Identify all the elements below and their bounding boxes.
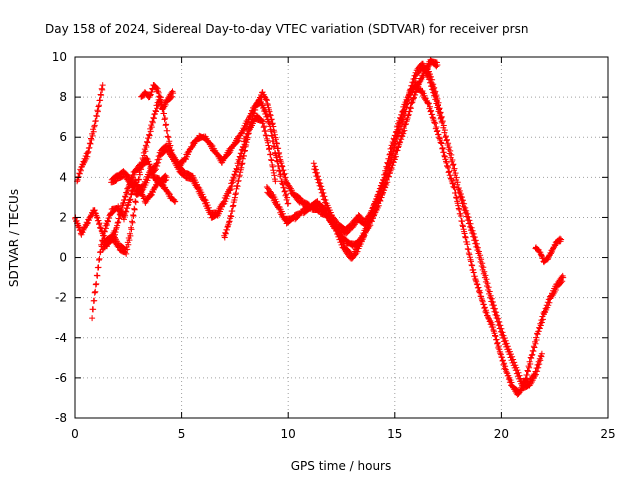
series-markers [99, 94, 292, 257]
series-track-1 [74, 82, 106, 185]
series-markers [423, 63, 545, 392]
y-tick-label: 8 [59, 90, 67, 104]
series-markers [74, 82, 106, 185]
y-tick-label: 10 [52, 50, 67, 64]
series-markers [310, 79, 567, 398]
series-markers [108, 112, 279, 221]
x-tick-label: 5 [178, 427, 186, 441]
series-track-9 [310, 79, 567, 398]
y-axis-label: SDTVAR / TECUs [7, 189, 21, 287]
series-track-10 [423, 63, 545, 392]
plot-frame [74, 56, 609, 419]
y-tick-label: 4 [59, 170, 67, 184]
x-tick-label: 0 [71, 427, 79, 441]
y-tick-label: -8 [55, 411, 67, 425]
series-track-11 [532, 235, 565, 266]
x-tick-label: 25 [600, 427, 615, 441]
series-track-6 [138, 82, 177, 113]
x-tick-label: 15 [387, 427, 402, 441]
y-tick-label: 0 [59, 251, 67, 265]
y-tick-label: -2 [55, 291, 67, 305]
series-markers [138, 82, 177, 113]
y-tick-label: 6 [59, 130, 67, 144]
chart-title: Day 158 of 2024, Sidereal Day-to-day VTE… [45, 22, 528, 36]
y-tick-label: 2 [59, 210, 67, 224]
x-tick-label: 10 [281, 427, 296, 441]
y-tick-label: -4 [55, 331, 67, 345]
axis-ticks: 0 5 10 15 20 25 -8 -6 -4 -2 0 2 4 6 8 10 [52, 50, 616, 441]
y-tick-label: -6 [55, 371, 67, 385]
x-axis-label: GPS time / hours [291, 459, 392, 473]
series-track-5 [108, 112, 279, 221]
series-track-4 [99, 94, 292, 257]
series-markers [532, 235, 565, 266]
x-tick-label: 20 [494, 427, 509, 441]
